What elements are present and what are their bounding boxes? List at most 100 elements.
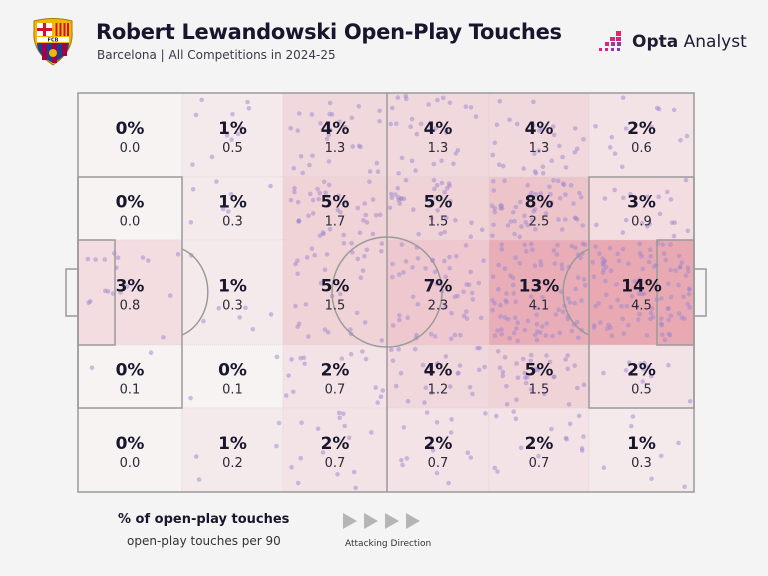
touch-dot [268,312,274,317]
touch-dot [161,335,166,340]
touch-dot [403,177,409,183]
zone-cell [77,344,183,409]
touch-dot [369,430,374,435]
touch-dot [175,252,181,257]
page-title: Robert Lewandowski Open-Play Touches [96,20,562,44]
touch-dot [533,192,538,197]
touch-dot [268,183,273,189]
touch-dot [396,171,401,176]
touch-dot [295,128,301,133]
touch-dot [276,420,282,426]
touch-dot [536,453,541,459]
touch-dot [337,119,342,125]
touch-dot [379,248,384,254]
opta-logo-icon [599,31,621,51]
touch-dot [531,123,536,128]
touch-dot [499,242,505,247]
zone-percent-label: 0% [218,361,247,381]
touch-dot [615,251,620,257]
touch-dot [355,256,361,262]
touch-dot [374,160,380,166]
touch-dot [572,363,577,368]
touch-dot [306,334,311,339]
touch-dot [399,242,405,247]
touch-dot [293,261,298,267]
zone-percent-label: 5% [321,193,350,213]
zone-cell [588,407,695,493]
touch-dot [146,258,151,263]
touch-dot [413,168,418,173]
touch-dot [299,420,304,426]
touch-dot [410,294,416,300]
zone-cell [588,176,695,241]
touch-dot [190,187,196,192]
touch-dot [525,182,530,188]
touch-dot [401,270,406,275]
touch-dot [563,165,569,170]
arrow-right-icon [406,513,420,529]
touch-dot [604,326,610,332]
touch-dot [428,443,433,449]
zone-cell [77,92,183,178]
touch-dot [566,402,572,407]
touch-dot [534,337,540,343]
touch-dot [549,158,554,163]
touch-dot [350,144,356,149]
touch-dot [567,300,573,305]
touch-dot [632,279,638,284]
touch-dot [547,359,553,365]
touch-dot [646,364,651,370]
touch-dot [291,165,297,171]
touch-dot [483,411,488,416]
touch-dot [403,93,409,99]
touch-dot [388,121,394,127]
touch-dot [531,99,536,105]
right-penalty-arc [562,248,590,336]
touch-dot [499,327,504,332]
touch-dot [678,138,683,143]
touch-dot [335,472,340,477]
touch-dot [619,303,624,309]
touch-dot [523,375,528,381]
touch-dot [449,417,454,422]
zone-cell [588,92,695,178]
touch-dot [442,258,447,264]
touch-dot [596,301,601,306]
touch-dot [377,212,383,217]
touch-dot [590,259,595,265]
touch-dot [492,465,498,471]
touch-dot [356,143,362,149]
touch-dot [418,121,424,127]
touch-dot [601,465,607,471]
touch-dot [519,224,524,229]
touch-dot [649,124,654,130]
touch-dot [468,269,473,275]
touch-dot [423,385,429,391]
touch-dot [650,314,656,320]
touch-dot [525,222,531,228]
touch-dot [621,331,626,337]
touch-dot [544,353,549,358]
touch-dot [582,283,588,288]
touch-dot [329,112,335,117]
touch-dot [370,231,376,237]
touch-dot [453,218,458,223]
touch-dot [502,355,508,360]
touch-dot [603,278,608,284]
zone-cell [77,176,183,241]
touch-dot [491,179,496,184]
touch-dot [315,426,321,432]
touch-dot [665,189,670,195]
touch-dot [434,420,440,425]
touch-dot [685,228,691,234]
touch-dot [528,387,534,392]
touch-dot [448,336,454,342]
zone-per90-label: 0.3 [631,456,652,471]
touch-dot [571,201,576,206]
touch-dot [295,199,301,205]
touch-dot [564,437,569,442]
touch-dot [295,258,300,264]
touch-dot [573,286,578,292]
touch-dot [517,234,522,240]
